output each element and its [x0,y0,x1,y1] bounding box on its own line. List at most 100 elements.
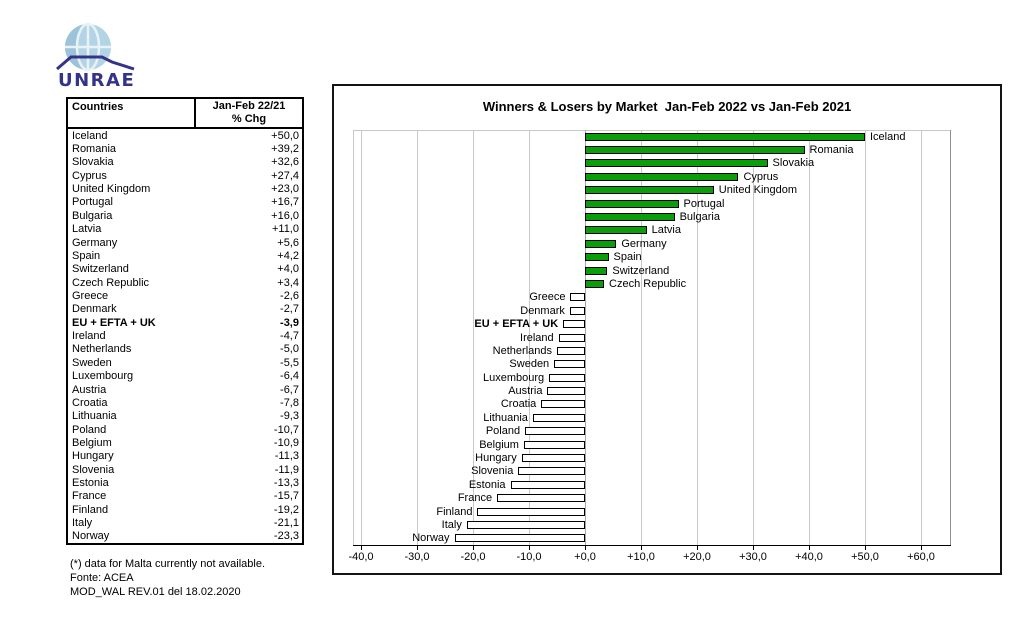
table-cell-value: +16,7 [271,196,299,209]
bar-label: Luxembourg [483,371,545,384]
table-row: Belgium -10,9 [68,436,302,449]
table-cell-country: Czech Republic [72,276,150,289]
bar-label: Slovakia [772,157,815,170]
axis-tick-label: -30,0 [404,551,430,563]
bar-label: Slovenia [471,465,514,478]
bar-label: Romania [809,144,854,157]
table-row: Romania +39,2 [68,142,302,155]
chart-bar-finland [477,507,585,516]
table-cell-country: Lithuania [72,410,117,423]
bar-label: Croatia [500,398,537,411]
bar-label: Belgium [479,438,519,451]
table-cell-country: Italy [72,517,93,530]
table-cell-value: +50,0 [271,129,299,142]
table-cell-country: Slovakia [72,156,114,169]
table-cell-value: -6,7 [280,383,299,396]
table-cell-country: Croatia [72,396,108,409]
table-cell-value: -19,2 [273,503,299,516]
chart-bar-greece [570,293,585,302]
table-cell-country: Luxembourg [72,370,134,383]
chart-bar-germany [585,239,617,248]
table-cell-value: -6,4 [280,370,299,383]
gridline [865,130,866,545]
x-axis-line [353,545,951,546]
table-header-countries: Countries [68,99,196,127]
table-cell-value: -10,7 [273,423,299,436]
table-cell-value: -2,7 [280,303,299,316]
table-row: Ireland -4,7 [68,329,302,342]
table-cell-country: Poland [72,423,107,436]
footer-revision: MOD_WAL REV.01 del 18.02.2020 [70,586,241,598]
table-cell-country: France [72,490,107,503]
table-cell-country: Norway [72,530,110,543]
axis-tick [753,545,754,550]
table-cell-value: +39,2 [271,143,299,156]
axis-tick [641,545,642,550]
table-row: Norway -23,3 [68,530,302,543]
gridline [641,130,642,545]
bar-label: Portugal [683,197,725,210]
chart-bar-czech-republic [585,279,605,288]
table-row: Slovakia +32,6 [68,156,302,169]
axis-tick-label: -40,0 [348,551,374,563]
plot-area-border-right [950,130,951,545]
bar-label: United Kingdom [718,184,798,197]
table-cell-country: Germany [72,236,118,249]
table-row: Hungary -11,3 [68,450,302,463]
table-row: Bulgaria +16,0 [68,209,302,222]
unrae-logo-text: UNRAE [58,70,136,91]
table-cell-country: Austria [72,383,107,396]
unrae-globe-icon [56,22,135,72]
table-row: Sweden -5,5 [68,356,302,369]
gridline [585,130,586,545]
table-cell-value: -7,8 [280,396,299,409]
axis-tick [585,545,586,550]
table-cell-value: -11,3 [274,450,299,463]
table-row: Luxembourg -6,4 [68,369,302,382]
table-row: Cyprus +27,4 [68,169,302,182]
table-cell-value: -23,3 [273,530,299,543]
axis-tick [809,545,810,550]
table-cell-value: -15,7 [273,490,299,503]
chart-bar-croatia [541,400,585,409]
bar-label: Spain [613,251,642,264]
chart-bar-portugal [585,199,679,208]
footer-source: Fonte: ACEA [70,572,134,584]
bar-label: France [457,492,493,505]
gridline [753,130,754,545]
axis-tick-label: +40,0 [795,551,823,563]
table-row: Slovenia -11,9 [68,463,302,476]
bar-label: Czech Republic [609,277,687,290]
table-row: France -15,7 [68,490,302,503]
gridline [921,130,922,545]
chart-bar-norway [454,534,585,543]
table-row: EU + EFTA + UK -3,9 [68,316,302,329]
unrae-logo: UNRAE [56,14,140,94]
table-row: Finland -19,2 [68,503,302,516]
bar-label: Lithuania [483,411,528,424]
bar-label: Iceland [870,130,906,143]
axis-tick [921,545,922,550]
axis-tick-label: +50,0 [851,551,879,563]
chart-bar-sweden [554,360,585,369]
gridline [361,130,362,545]
winners-losers-chart: Winners & Losers by Market Jan-Feb 2022 … [332,84,1002,575]
table-cell-country: Switzerland [72,263,129,276]
axis-tick [417,545,418,550]
table-cell-country: Estonia [72,477,109,490]
table-cell-country: Ireland [72,330,106,343]
table-cell-country: United Kingdom [72,183,151,196]
chart-bar-cyprus [585,172,739,181]
table-cell-country: Denmark [72,303,117,316]
table-cell-country: Slovenia [72,463,115,476]
table-row: Iceland +50,0 [68,129,302,142]
table-row: Austria -6,7 [68,383,302,396]
table-header-period: Jan-Feb 22/21 [212,100,286,112]
table-body: Iceland +50,0 Romania +39,2 Slovakia +32,6 Cyp… [68,129,302,543]
table-cell-value: -3,9 [280,316,299,329]
table-header-metric: % Chg [231,113,267,125]
axis-tick-label: -20,0 [460,551,486,563]
bar-label: Switzerland [612,264,670,277]
table-cell-country: Latvia [72,223,102,236]
chart-bar-estonia [510,480,585,489]
